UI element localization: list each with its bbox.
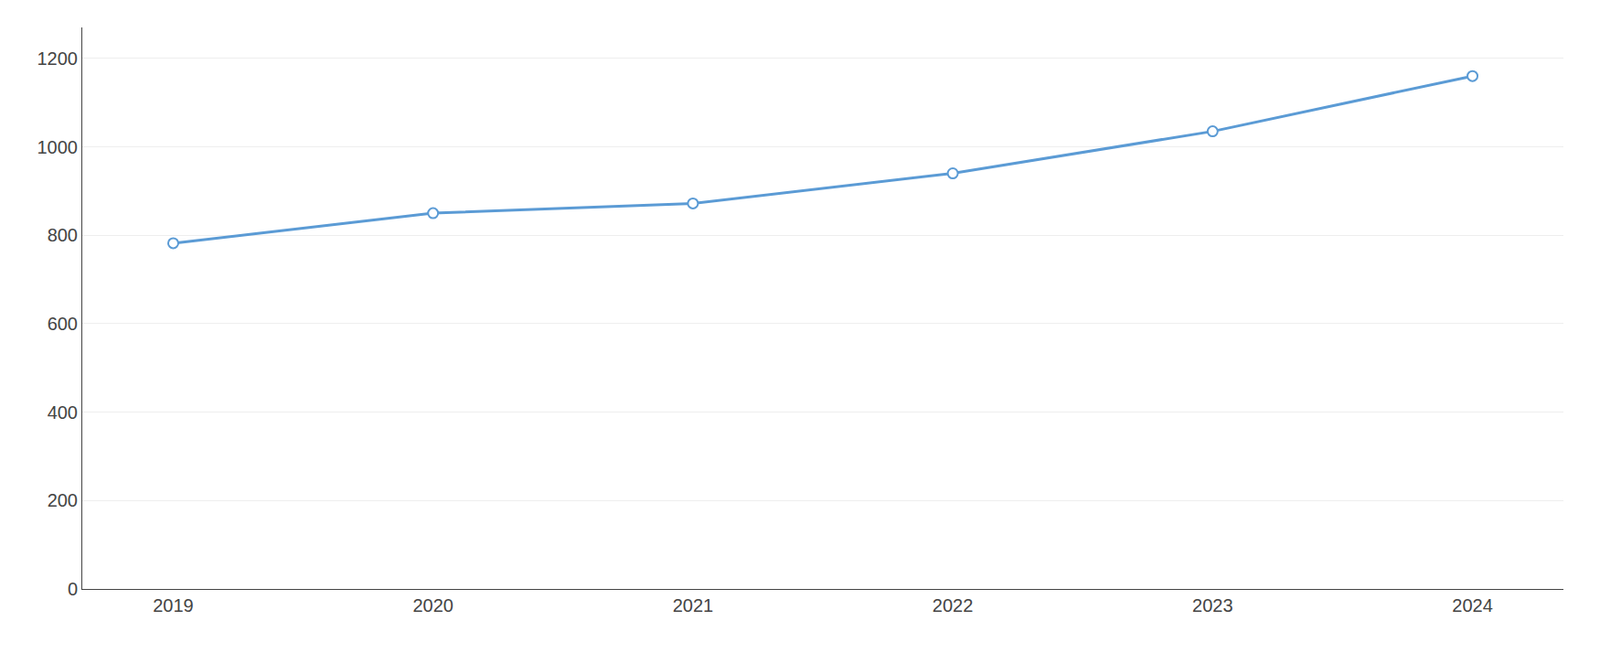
svg-text:400: 400: [47, 402, 78, 423]
svg-text:2022: 2022: [932, 595, 974, 616]
svg-text:200: 200: [47, 490, 78, 511]
svg-text:600: 600: [47, 313, 78, 334]
svg-text:1000: 1000: [37, 137, 79, 158]
svg-text:0: 0: [67, 578, 78, 599]
svg-text:800: 800: [47, 224, 78, 246]
svg-text:2023: 2023: [1192, 595, 1234, 616]
svg-text:2019: 2019: [152, 595, 194, 616]
svg-text:2021: 2021: [672, 595, 715, 616]
svg-text:1200: 1200: [37, 48, 79, 69]
svg-text:2024: 2024: [1451, 595, 1494, 616]
svg-text:2020: 2020: [412, 595, 454, 616]
